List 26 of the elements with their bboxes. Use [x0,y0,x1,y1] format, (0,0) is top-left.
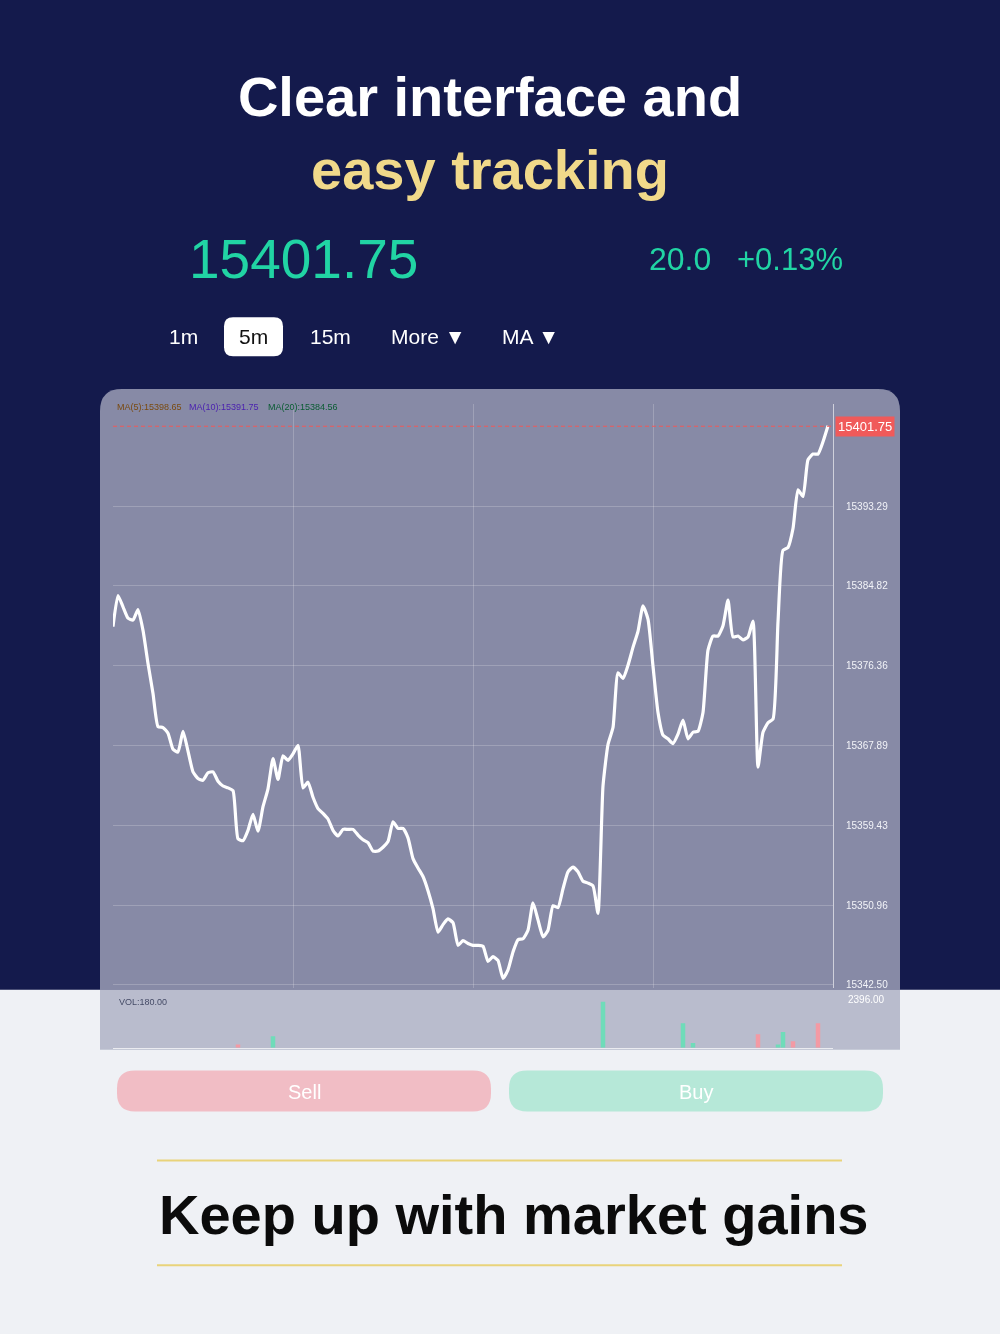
text: 2396.00 [848,994,885,1005]
text: 5m [239,325,269,348]
y-tick-label: 15384.82 [846,580,889,592]
text: 15m [310,325,351,348]
annotation: MA(5):15398.65 [117,402,182,412]
text: 20.0 [649,241,712,277]
text: More ▼ [391,325,466,348]
text: MA ▼ [502,325,559,348]
y-tick-label: 15342.50 [846,979,889,991]
y-tick-label: 15393.29 [846,500,889,512]
y-tick-label: 15359.43 [846,819,889,831]
line-series [113,424,830,980]
annotation: MA(20):15384.56 [268,402,338,412]
y-tick-label: 15367.89 [846,740,889,752]
text: 1m [169,325,199,348]
chart-title: Clear interface and easy tracking [237,65,743,201]
y-tick-label: 15350.96 [846,899,889,911]
text: Keep up with market gains [159,1183,869,1246]
text: 15401.75 [189,228,419,290]
y-tick-label: 15376.36 [846,660,889,672]
annotation: MA(10):15391.75 [189,402,259,412]
text: +0.13% [737,242,844,277]
text: Sell [288,1081,322,1103]
annotation: VOL:180.00 [119,997,168,1007]
ref-line-label: 15401.75 [838,419,893,434]
text: Buy [679,1081,714,1103]
